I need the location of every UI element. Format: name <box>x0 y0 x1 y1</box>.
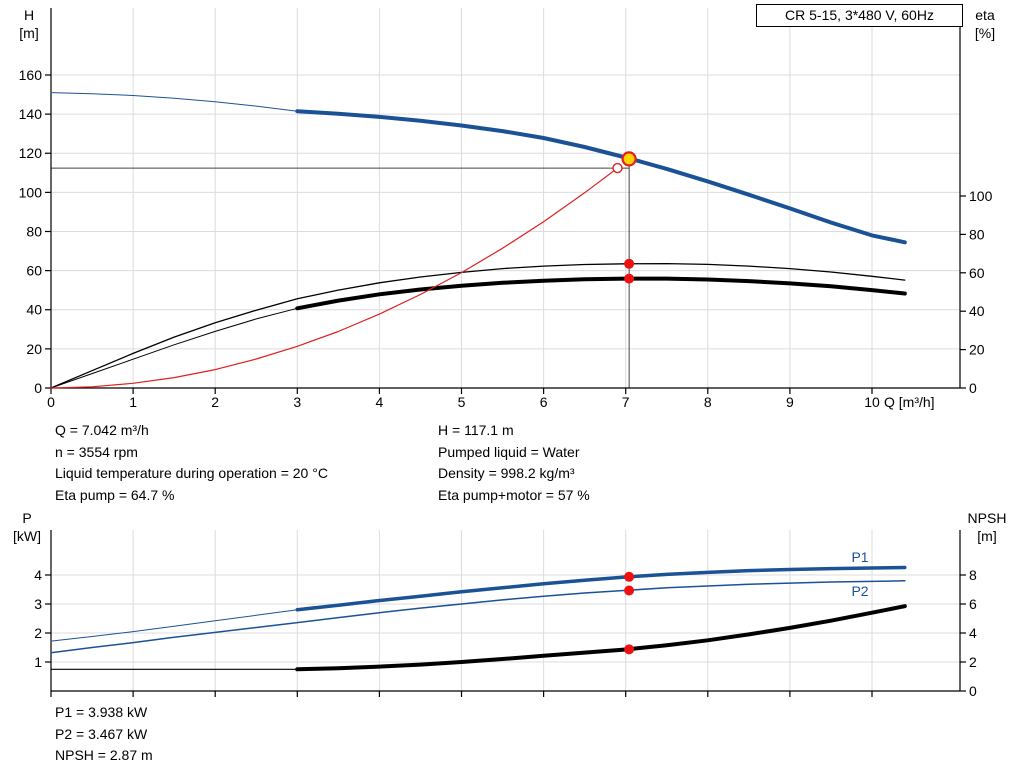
eta-pump-motor-point <box>624 273 635 284</box>
power-info: P1 = 3.938 kW P2 = 3.467 kW NPSH = 2.87 … <box>55 702 153 767</box>
y-right-tick-label: 20 <box>969 342 985 358</box>
p1-curve-lead-in <box>50 609 298 642</box>
density-value: Density = 998.2 kg/m³ <box>438 465 575 481</box>
p1-label: P1 <box>851 549 868 565</box>
y-right-tick-label: 0 <box>969 683 977 699</box>
x-tick-label: 9 <box>786 394 794 410</box>
y-right-tick-label: 0 <box>969 380 977 396</box>
head-curve-lead-in <box>50 92 298 112</box>
npsh-axis-unit: [m] <box>977 528 997 544</box>
power-npsh-chart: 1 2 3 4 0 2 4 6 8 P1 P2 <box>34 530 977 699</box>
x-tick-label: 6 <box>540 394 548 410</box>
y-left-tick-label: 0 <box>34 380 42 396</box>
pump-title-box: CR 5-15, 3*480 V, 60Hz <box>756 4 963 27</box>
x-tick-label: 7 <box>622 394 630 410</box>
x-tick-label: 2 <box>211 394 219 410</box>
y-left-tick-label: 140 <box>19 106 43 122</box>
q-axis-label: Q [m³/h] <box>884 394 935 410</box>
y-left-tick-label: 80 <box>26 223 42 239</box>
head-curve <box>295 109 907 245</box>
p2-label: P2 <box>851 583 868 599</box>
p-axis-symbol: P <box>22 510 32 526</box>
x-tick-label: 1 <box>129 394 137 410</box>
y-left-tick-label: 2 <box>34 625 42 641</box>
y-left-tick-label: 160 <box>19 67 43 83</box>
p1-curve <box>295 565 907 612</box>
y-left-tick-label: 60 <box>26 263 42 279</box>
y-left-tick-label: 40 <box>26 302 42 318</box>
x-tick-label: 8 <box>704 394 712 410</box>
duty-point <box>621 151 637 167</box>
x-tick-label: 10 <box>864 394 880 410</box>
y-right-tick-label: 80 <box>969 226 985 242</box>
system-curve-endpoint <box>612 162 623 174</box>
system-curve <box>50 167 619 389</box>
p-axis-unit: [kW] <box>13 528 41 544</box>
x-tick-label: 4 <box>376 394 384 410</box>
y-right-tick-label: 40 <box>969 303 985 319</box>
flow-value: Q = 7.042 m³/h <box>55 422 149 438</box>
h-axis-label: H [m] <box>8 6 50 42</box>
y-left-tick-label: 3 <box>34 596 42 612</box>
y-right-tick-label: 6 <box>969 596 977 612</box>
npsh-axis-label: NPSH [m] <box>956 509 1018 545</box>
eta-axis-unit: [%] <box>974 25 996 41</box>
head-value: H = 117.1 m <box>438 422 514 438</box>
eta-pump-motor-lead-in <box>50 307 298 389</box>
x-tick-label: 3 <box>293 394 301 410</box>
eta-axis-label: eta [%] <box>962 6 1008 42</box>
y-left-tick-label: 1 <box>34 654 42 670</box>
p1-value: P1 = 3.938 kW <box>55 704 148 720</box>
p-axis-label: P [kW] <box>6 509 48 545</box>
npsh-axis-symbol: NPSH <box>967 510 1007 526</box>
hq-eta-chart: 0 20 40 60 80 100 120 140 160 0 20 40 60 80 100 0 1 2 3 4 5 6… <box>19 8 993 410</box>
h-axis-unit: [m] <box>19 25 39 41</box>
y-right-tick-label: 2 <box>969 654 977 670</box>
npsh-curve <box>295 604 907 672</box>
speed-value: n = 3554 rpm <box>55 443 138 460</box>
duty-info-left: Q = 7.042 m³/h n = 3554 rpm Liquid tempe… <box>55 420 328 506</box>
x-tick-label: 0 <box>47 394 55 410</box>
y-left-tick-label: 100 <box>19 184 43 200</box>
eta-pump-value: Eta pump = 64.7 % <box>55 486 175 503</box>
y-left-tick-label: 4 <box>34 567 42 583</box>
liquid-temperature-value: Liquid temperature during operation = 20… <box>55 465 328 481</box>
eta-axis-symbol: eta <box>975 7 995 23</box>
h-axis-symbol: H <box>23 7 35 23</box>
npsh-value: NPSH = 2.87 m <box>55 747 153 763</box>
eta-pump-motor-curve <box>295 276 907 311</box>
eta-pump-motor-value: Eta pump+motor = 57 % <box>438 486 590 503</box>
duty-info-right: H = 117.1 m Pumped liquid = Water Densit… <box>438 420 590 506</box>
y-right-tick-label: 4 <box>969 625 977 641</box>
y-left-tick-label: 120 <box>19 145 43 161</box>
eta-pump-curve <box>50 262 906 389</box>
y-right-tick-label: 60 <box>969 265 985 281</box>
npsh-point <box>624 644 635 655</box>
x-tick-label: 5 <box>458 394 466 410</box>
y-right-tick-label: 8 <box>969 567 977 583</box>
eta-pump-point <box>624 258 635 269</box>
pumped-liquid-value: Pumped liquid = Water <box>438 443 580 460</box>
y-right-tick-label: 100 <box>969 188 993 204</box>
p2-point <box>624 585 635 596</box>
p2-curve <box>50 580 906 654</box>
y-left-tick-label: 20 <box>26 341 42 357</box>
p2-value: P2 = 3.467 kW <box>55 725 148 742</box>
p1-point <box>624 571 635 582</box>
